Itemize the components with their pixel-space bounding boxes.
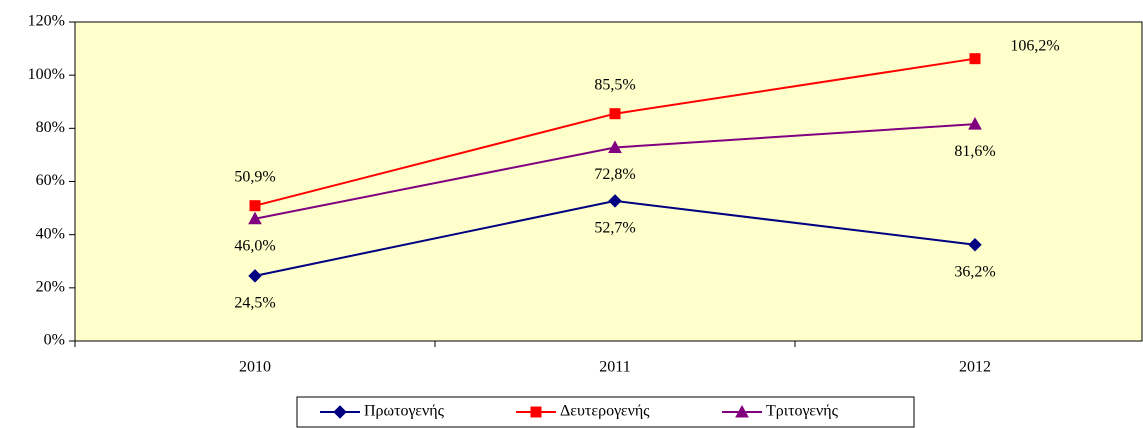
data-label: 85,5% (594, 76, 635, 93)
data-label: 72,8% (594, 166, 635, 183)
plot-area (74, 21, 1143, 342)
data-point (248, 211, 262, 225)
data-point (608, 140, 622, 153)
y-tick-label: 60% (36, 172, 65, 189)
data-label: 24,5% (234, 295, 275, 312)
data-point (249, 200, 261, 212)
data-label: 50,9% (234, 168, 275, 185)
legend-marker (735, 404, 749, 418)
legend-label: Τριτογενής (766, 403, 839, 420)
legend-marker (530, 406, 542, 418)
y-tick-label: 20% (36, 279, 65, 296)
y-tick-label: 40% (36, 225, 65, 242)
data-point (608, 194, 622, 208)
data-label: 36,2% (954, 263, 995, 280)
y-tick-label: 100% (28, 66, 65, 83)
data-label: 46,0% (234, 237, 275, 254)
data-point (968, 238, 982, 252)
data-label: 81,6% (954, 143, 995, 160)
data-point (969, 53, 981, 65)
data-label: 106,2% (1010, 37, 1059, 54)
y-tick-label: 120% (28, 13, 65, 30)
data-point (968, 117, 982, 130)
y-tick-label: 80% (36, 119, 65, 136)
legend-label: Πρωτογενής (364, 403, 445, 420)
data-point (609, 108, 621, 120)
legend-box (296, 396, 915, 428)
x-tick-label: 2010 (239, 359, 271, 376)
data-label: 52,7% (594, 220, 635, 237)
x-tick-label: 2012 (959, 359, 991, 376)
data-point (248, 269, 262, 283)
y-tick-label: 0% (44, 332, 65, 349)
legend-label: Δευτερογενής (560, 403, 650, 420)
x-tick-label: 2011 (599, 359, 630, 376)
legend-marker (333, 405, 347, 419)
